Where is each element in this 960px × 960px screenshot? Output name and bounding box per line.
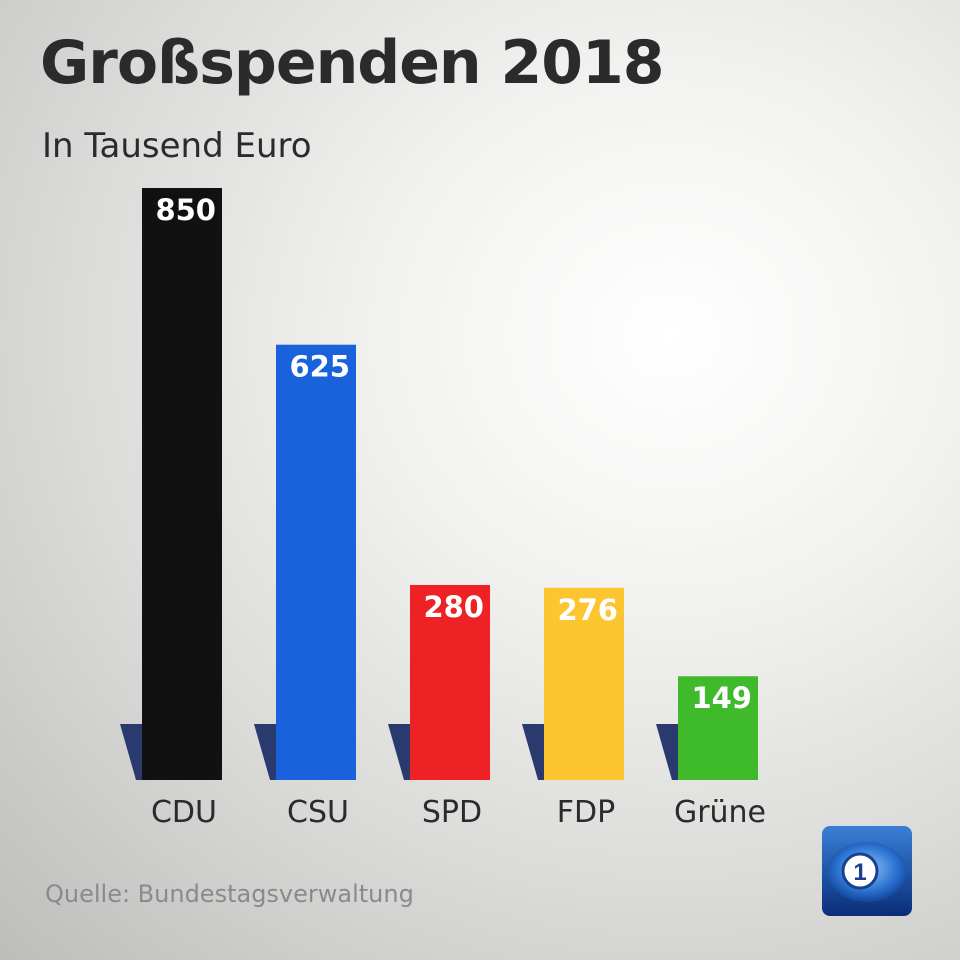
bar-shadow-gr-ne [656, 724, 678, 780]
bar-shadow-fdp [522, 724, 544, 780]
category-label-csu: CSU [287, 795, 349, 830]
bar-gr-ne [678, 676, 758, 780]
chart-title: Großspenden 2018 [40, 28, 665, 98]
bar-cdu [142, 188, 222, 780]
logo-text: 1 [853, 859, 866, 886]
data-label-cdu: 850 [155, 193, 216, 227]
bar-shadow-spd [388, 724, 410, 780]
bar-shadow-csu [254, 724, 276, 780]
bar-csu [276, 344, 356, 780]
data-label-csu: 625 [289, 350, 350, 384]
category-label-fdp: FDP [557, 795, 615, 830]
ard-logo-icon: 1 [822, 826, 912, 916]
bar-spd [410, 584, 490, 780]
chart-subtitle: In Tausend Euro [42, 126, 312, 166]
bar-fdp [544, 587, 624, 780]
data-label-spd: 280 [423, 590, 484, 624]
bar-shadow-cdu [120, 724, 142, 780]
source-note: Quelle: Bundestagsverwaltung [45, 880, 414, 908]
category-label-gr-ne: Grüne [674, 795, 766, 830]
data-label-fdp: 276 [557, 593, 618, 627]
data-label-gr-ne: 149 [691, 681, 752, 715]
category-label-spd: SPD [422, 795, 482, 830]
category-label-cdu: CDU [151, 795, 217, 830]
